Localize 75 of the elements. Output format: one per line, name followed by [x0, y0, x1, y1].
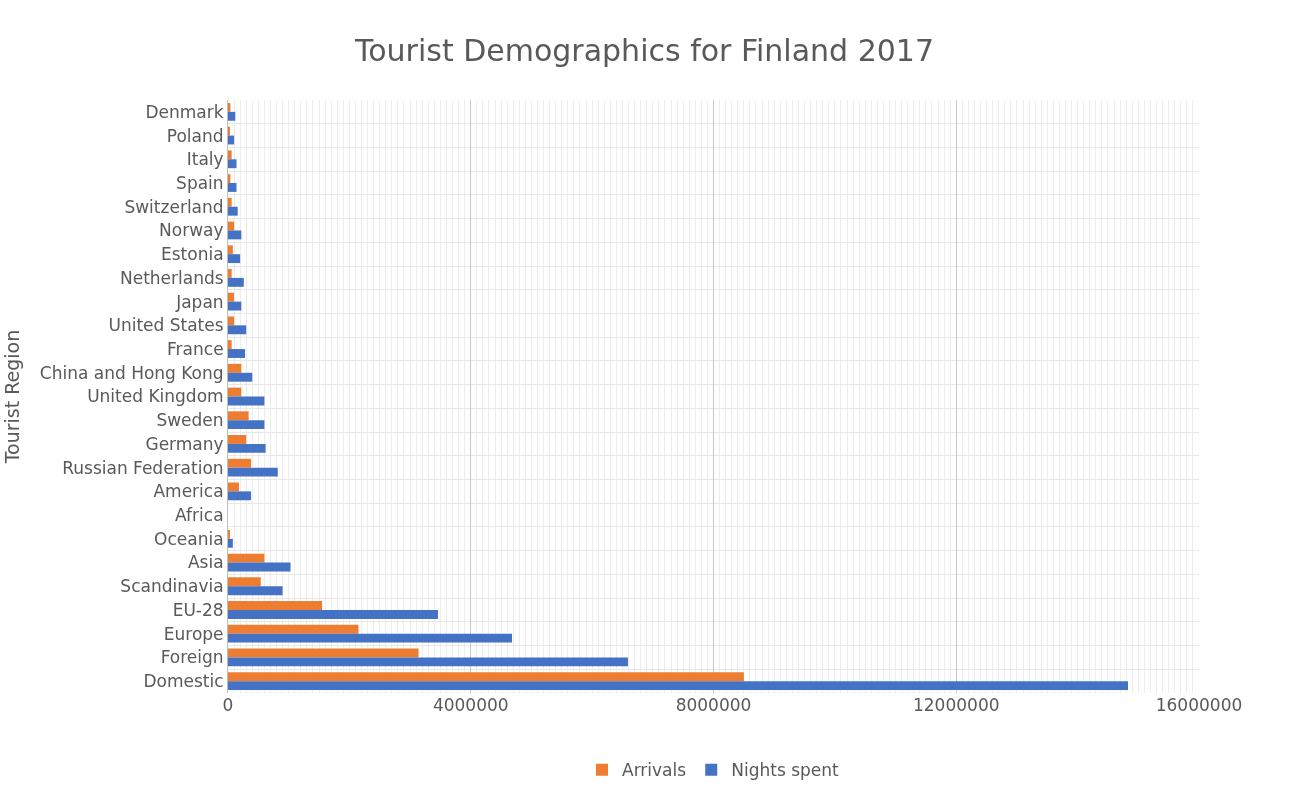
y-tick-label: Denmark	[145, 101, 224, 122]
x-tick-label: 0	[222, 695, 234, 715]
y-tick-label: Netherlands	[119, 267, 224, 288]
y-axis-title: Tourist Region	[0, 329, 23, 465]
bar	[228, 538, 233, 548]
bar	[228, 624, 359, 634]
bar	[228, 197, 232, 207]
bar	[228, 150, 232, 160]
y-tick-label: Asia	[187, 552, 224, 573]
y-tick-label: Germany	[145, 433, 224, 454]
bar	[228, 316, 235, 326]
bar	[228, 562, 291, 572]
bar	[228, 206, 238, 216]
y-tick-label: Sweden	[156, 410, 224, 431]
y-tick-label: Poland	[166, 125, 224, 146]
bar	[228, 657, 628, 667]
bar	[228, 277, 244, 287]
y-tick-label: United Kingdom	[87, 386, 224, 407]
y-tick-label: Japan	[175, 291, 224, 312]
bar	[228, 648, 419, 658]
y-tick-label: Foreign	[160, 647, 224, 668]
y-tick-label: Switzerland	[124, 196, 224, 217]
bar	[228, 411, 249, 421]
y-tick-label: Domestic	[143, 671, 224, 692]
bar	[228, 482, 239, 492]
y-tick-label: China and Hong Kong	[39, 362, 224, 383]
bar	[228, 681, 1128, 691]
legend-label: Arrivals	[622, 760, 687, 781]
bar	[228, 586, 283, 596]
bar	[228, 609, 438, 619]
y-tick-label: Italy	[186, 149, 224, 170]
bar	[228, 387, 242, 397]
bar	[228, 458, 252, 468]
y-tick-label: America	[153, 481, 224, 502]
bar	[228, 325, 247, 335]
bar	[228, 340, 232, 350]
bar	[228, 230, 242, 240]
y-tick-label: EU-28	[172, 599, 224, 620]
y-tick-label: France	[167, 339, 224, 360]
y-tick-label: Norway	[159, 220, 224, 241]
x-tick-label: 4000000	[432, 695, 509, 715]
x-tick-label: 16000000	[1155, 695, 1243, 715]
bar	[228, 254, 241, 264]
bar	[228, 633, 513, 643]
bar	[228, 349, 245, 358]
bar	[228, 601, 323, 610]
legend-label: Nights spent	[731, 760, 840, 781]
chart-title: Tourist Demographics for Finland 2017	[353, 33, 935, 68]
y-tick-label: Estonia	[161, 244, 224, 265]
y-tick-label: United States	[108, 315, 224, 336]
y-tick-label: Scandinavia	[120, 576, 224, 597]
y-tick-label: Spain	[176, 172, 224, 193]
y-tick-label: Europe	[163, 623, 224, 644]
bar	[228, 672, 744, 682]
y-tick-label: Africa	[175, 505, 224, 526]
bar	[228, 245, 233, 255]
bar	[228, 443, 266, 453]
bar	[228, 111, 236, 121]
bar	[228, 301, 242, 311]
bar	[228, 553, 265, 563]
bar	[228, 372, 253, 382]
y-tick-label: Russian Federation	[62, 457, 224, 478]
bar	[228, 467, 278, 477]
bar	[228, 491, 252, 501]
bar	[228, 183, 237, 192]
x-tick-label: 12000000	[912, 695, 1000, 715]
bar	[228, 435, 247, 444]
y-tick-label: Oceania	[154, 528, 224, 549]
bar	[228, 159, 237, 169]
x-tick-label: 8000000	[675, 695, 752, 715]
bar	[228, 292, 235, 302]
bar	[228, 269, 232, 278]
bar	[228, 420, 265, 430]
bar	[228, 363, 242, 373]
bar	[228, 577, 261, 587]
